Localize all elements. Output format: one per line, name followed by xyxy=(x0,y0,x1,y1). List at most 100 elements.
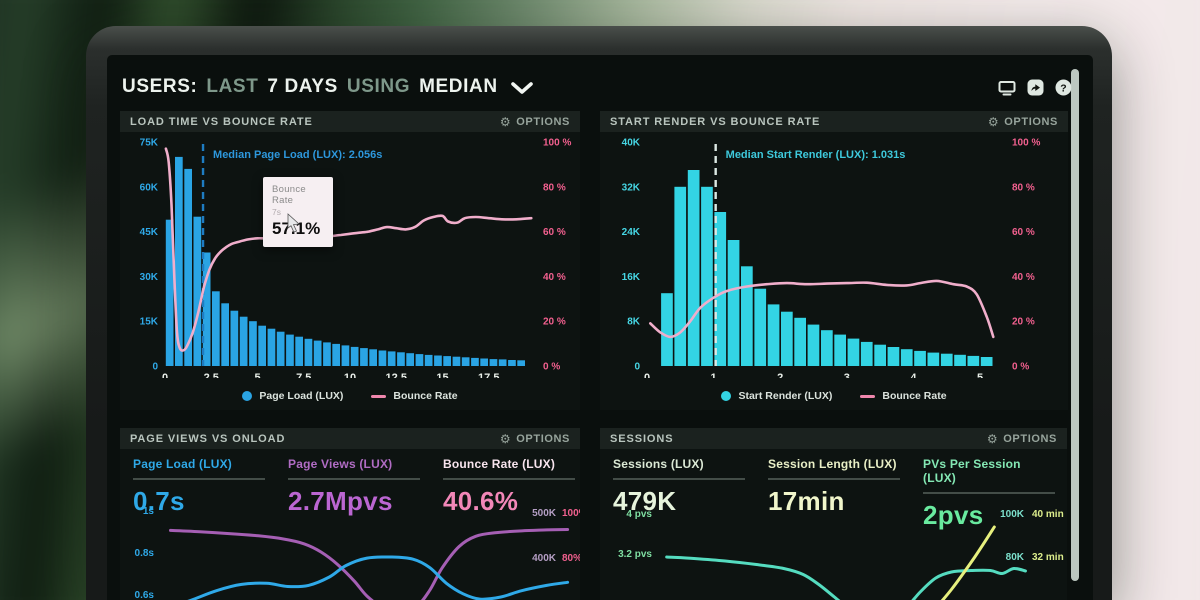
panel-start-render-header: START RENDER VS BOUNCE RATE ⚙ OPTIONS xyxy=(600,111,1068,132)
svg-text:75K: 75K xyxy=(140,138,159,149)
svg-text:60K: 60K xyxy=(140,182,159,193)
svg-text:0.8s: 0.8s xyxy=(135,548,155,559)
svg-text:16K: 16K xyxy=(622,272,641,283)
gear-icon: ⚙ xyxy=(499,114,512,129)
mouse-cursor-icon xyxy=(287,213,300,233)
panel-sessions: SESSIONS ⚙ OPTIONS Sessions (LUX) 479K Ses… xyxy=(600,428,1067,600)
load-time-legend: Page Load (LUX) Bounce Rate xyxy=(120,390,580,402)
monitor-icon[interactable] xyxy=(998,80,1016,96)
metric-value: 17min xyxy=(768,485,845,516)
svg-text:1: 1 xyxy=(711,372,717,378)
legend-line-swatch xyxy=(860,394,876,398)
legend-dot-swatch xyxy=(721,391,732,401)
page-title: USERS: LAST 7 DAYS USING MEDIAN xyxy=(122,76,498,97)
load-time-chart[interactable]: 75K 60K 45K 30K 15K 0 100 % 80 % 60 % 40 % 20 % 0 %… xyxy=(120,132,580,379)
svg-text:40 %: 40 % xyxy=(543,272,566,283)
svg-text:80%: 80% xyxy=(562,553,580,564)
metric-label: Bounce Rate (LUX) xyxy=(443,457,556,471)
gear-icon: ⚙ xyxy=(499,431,512,446)
metric: Page Load (LUX) 0.7s xyxy=(133,457,265,517)
metric: Session Length (LUX) 17min xyxy=(768,457,900,531)
share-icon[interactable] xyxy=(1027,79,1044,96)
options-button[interactable]: ⚙ OPTIONS xyxy=(499,114,570,129)
svg-text:Median Page Load (LUX): 2.056s: Median Page Load (LUX): 2.056s xyxy=(213,149,382,161)
metric-value: 479K xyxy=(613,485,677,516)
svg-text:15K: 15K xyxy=(140,317,159,328)
svg-text:100 %: 100 % xyxy=(1012,138,1040,149)
svg-text:4 pvs: 4 pvs xyxy=(626,509,652,520)
svg-text:0: 0 xyxy=(634,362,640,373)
panel-page-views: PAGE VIEWS VS ONLOAD ⚙ OPTIONS Page Load… xyxy=(120,428,580,600)
svg-text:30K: 30K xyxy=(140,272,159,283)
dashboard-screen: USERS: LAST 7 DAYS USING MEDIAN ? xyxy=(107,55,1093,600)
chevron-down-icon xyxy=(510,82,533,94)
svg-text:Median Start Render (LUX): 1.0: Median Start Render (LUX): 1.031s xyxy=(726,149,906,161)
metric: Page Views (LUX) 2.7Mpvs xyxy=(288,457,420,517)
header-icons: ? xyxy=(998,79,1072,96)
svg-text:60 %: 60 % xyxy=(543,227,566,238)
metric-value: 40.6% xyxy=(443,485,519,516)
svg-text:4: 4 xyxy=(910,372,917,378)
svg-text:12.5: 12.5 xyxy=(386,372,407,378)
svg-text:8K: 8K xyxy=(627,317,641,328)
gear-icon: ⚙ xyxy=(986,431,999,446)
svg-text:0 %: 0 % xyxy=(1012,362,1029,373)
svg-text:2.5: 2.5 xyxy=(204,372,219,378)
svg-text:100K: 100K xyxy=(1000,509,1025,520)
panel-page-views-header: PAGE VIEWS VS ONLOAD ⚙ OPTIONS xyxy=(120,428,580,449)
legend-dot-swatch xyxy=(242,391,253,401)
legend-item: Bounce Rate xyxy=(860,390,947,402)
chart-tooltip: Bounce Rate 7s 57.1% xyxy=(263,177,333,247)
metric-label: PVs Per Session (LUX) xyxy=(923,457,1021,485)
view-selector[interactable]: USERS: LAST 7 DAYS USING MEDIAN xyxy=(122,71,533,103)
sessions-metrics: Sessions (LUX) 479K Session Length (LUX) 17… xyxy=(613,457,1067,531)
legend-item: Start Render (LUX) xyxy=(721,390,832,402)
options-button[interactable]: ⚙ OPTIONS xyxy=(986,431,1057,446)
panel-title: LOAD TIME VS BOUNCE RATE xyxy=(130,115,313,128)
svg-text:7.5: 7.5 xyxy=(296,372,311,378)
svg-text:5: 5 xyxy=(977,372,983,378)
svg-text:100%: 100% xyxy=(562,508,580,519)
svg-text:17.5: 17.5 xyxy=(478,372,499,378)
metric-label: Page Views (LUX) xyxy=(288,457,393,471)
help-icon[interactable]: ? xyxy=(1055,79,1072,96)
options-button[interactable]: ⚙ OPTIONS xyxy=(987,114,1058,129)
svg-text:60 %: 60 % xyxy=(1012,227,1035,238)
svg-text:80K: 80K xyxy=(1006,552,1025,563)
scrollbar[interactable] xyxy=(1071,69,1079,581)
svg-text:20 %: 20 % xyxy=(543,317,566,328)
sessions-chart[interactable]: 4 pvs 3.2 pvs 100K 40 min 80K 32 min xyxy=(600,505,1067,600)
svg-text:3: 3 xyxy=(844,372,850,378)
legend-item: Bounce Rate xyxy=(371,390,458,402)
svg-text:?: ? xyxy=(1060,82,1066,94)
metric: PVs Per Session (LUX) 2pvs xyxy=(923,457,1055,531)
svg-text:100 %: 100 % xyxy=(543,138,571,149)
svg-text:0 %: 0 % xyxy=(543,362,560,373)
svg-text:40 min: 40 min xyxy=(1032,509,1064,520)
svg-text:24K: 24K xyxy=(622,227,641,238)
gear-icon: ⚙ xyxy=(987,114,1000,129)
svg-text:0: 0 xyxy=(152,362,158,373)
svg-text:5: 5 xyxy=(254,372,260,378)
svg-text:400K: 400K xyxy=(532,553,557,564)
options-button[interactable]: ⚙ OPTIONS xyxy=(499,431,570,446)
panel-title: START RENDER VS BOUNCE RATE xyxy=(610,115,821,128)
svg-text:32 min: 32 min xyxy=(1032,552,1064,563)
page-views-chart[interactable]: 1s 0.8s 0.6s 500K 100% 400K 80% xyxy=(120,505,580,600)
panel-load-time-header: LOAD TIME VS BOUNCE RATE ⚙ OPTIONS xyxy=(120,111,580,132)
metric-label: Session Length (LUX) xyxy=(768,457,897,471)
page-views-metrics: Page Load (LUX) 0.7s Page Views (LUX) 2.7Mp… xyxy=(133,457,580,517)
svg-text:40 %: 40 % xyxy=(1012,272,1035,283)
svg-text:45K: 45K xyxy=(140,227,159,238)
legend-line-swatch xyxy=(371,394,387,398)
metric-value: 2.7Mpvs xyxy=(288,485,393,516)
svg-text:80 %: 80 % xyxy=(1012,182,1035,193)
svg-text:10: 10 xyxy=(344,372,356,378)
svg-text:0.6s: 0.6s xyxy=(135,590,155,600)
svg-text:1s: 1s xyxy=(143,506,155,517)
svg-text:32K: 32K xyxy=(622,182,641,193)
start-render-chart[interactable]: 40K 32K 24K 16K 8K 0 100 % 80 % 60 % 40 % 20 % 0 % 0… xyxy=(600,132,1068,379)
svg-text:15: 15 xyxy=(436,372,448,378)
metric: Sessions (LUX) 479K xyxy=(613,457,745,531)
